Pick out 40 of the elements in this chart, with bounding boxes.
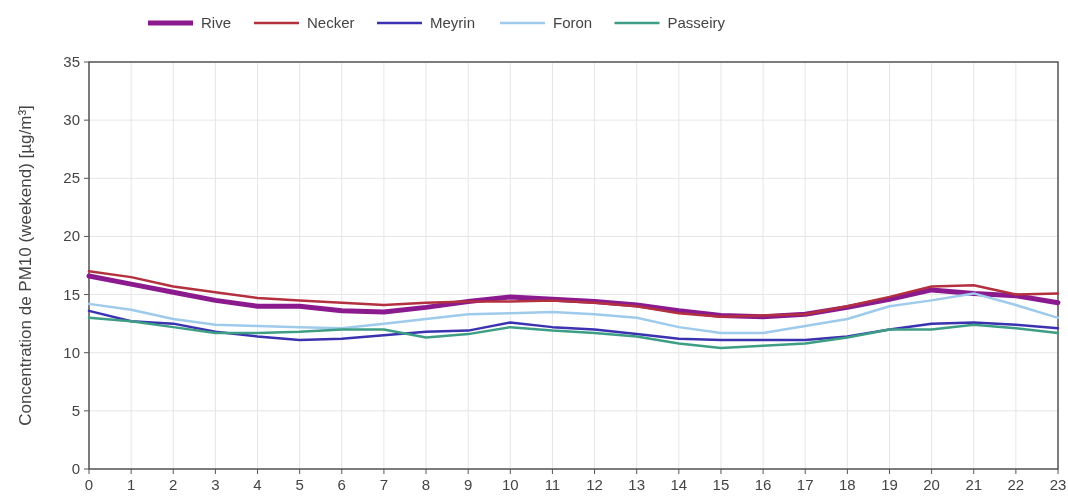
y-tick-label: 35 <box>63 53 80 70</box>
x-tick-label: 22 <box>1007 476 1025 493</box>
y-tick-label: 0 <box>71 460 80 477</box>
legend-label: Passeiry <box>667 14 726 31</box>
x-tick-label: 6 <box>337 476 346 493</box>
legend-label: Meyrin <box>430 14 476 31</box>
legend-label: Necker <box>307 14 355 31</box>
y-tick-label: 5 <box>71 401 80 419</box>
x-tick-label: 16 <box>754 476 772 493</box>
line-series <box>87 292 1060 335</box>
legend-label: Foron <box>553 14 593 31</box>
x-tick-label: 3 <box>211 476 220 493</box>
x-tick-label: 2 <box>169 476 178 493</box>
x-tick-label: 4 <box>253 476 262 493</box>
x-tick-label: 12 <box>586 476 603 493</box>
x-tick-label: 8 <box>421 476 431 493</box>
y-tick-label: 15 <box>63 285 80 303</box>
x-tick-label: 18 <box>839 476 856 493</box>
legend-label: Rive <box>201 14 232 31</box>
x-tick-label: 17 <box>796 476 814 493</box>
x-tick-label: 0 <box>84 476 94 493</box>
y-tick-label: 10 <box>63 343 80 361</box>
x-tick-label: 11 <box>544 476 561 493</box>
x-tick-label: 21 <box>965 476 983 493</box>
x-tick-label: 1 <box>126 476 136 493</box>
x-tick-label: 23 <box>1049 476 1067 493</box>
x-tick-label: 10 <box>501 476 519 493</box>
x-tick-label: 19 <box>881 476 898 493</box>
x-tick-label: 7 <box>379 476 389 493</box>
line-series <box>87 316 1060 350</box>
y-tick-label: 30 <box>63 111 80 129</box>
x-tick-label: 20 <box>923 476 940 493</box>
x-tick-label: 5 <box>295 476 304 493</box>
x-tick-label: 9 <box>464 476 473 493</box>
y-tick-label: 25 <box>63 169 80 187</box>
x-tick-label: 14 <box>670 476 688 493</box>
y-tick-label: 20 <box>63 227 80 245</box>
x-tick-label: 15 <box>712 476 730 493</box>
x-tick-label: 13 <box>628 476 646 493</box>
y-axis-title: Concentration de PM10 (weekend) [µg/m³] <box>16 105 35 426</box>
